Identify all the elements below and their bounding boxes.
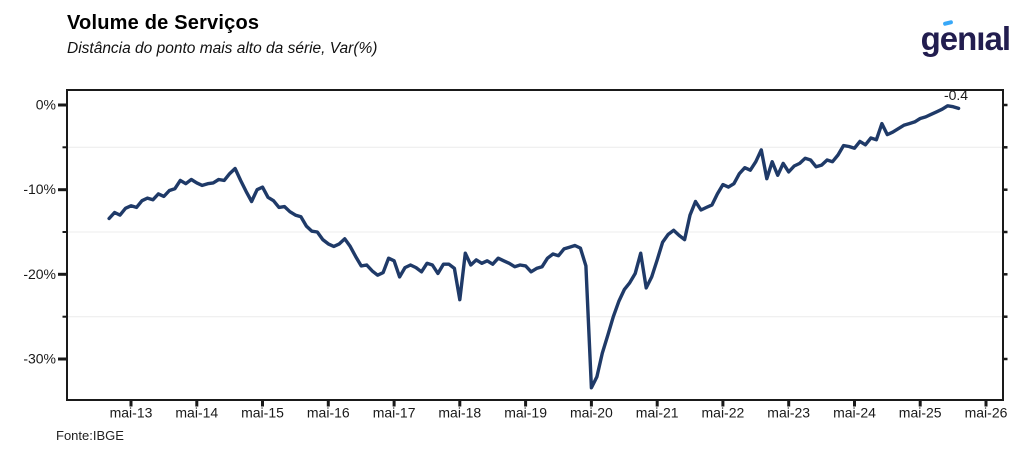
source-label: Fonte:IBGE <box>56 428 124 443</box>
genial-logo: ge nıal <box>920 19 1011 58</box>
last-value-label: -0.4 <box>943 87 969 103</box>
y-axis-label: -20% <box>23 266 56 282</box>
logo-text-rest: nıal <box>957 20 1011 57</box>
x-axis-label: mai-23 <box>767 405 810 421</box>
x-axis-label: mai-14 <box>175 405 218 421</box>
x-axis-label: mai-25 <box>899 405 942 421</box>
x-axis-label: mai-24 <box>833 405 876 421</box>
x-axis-label: mai-16 <box>307 405 350 421</box>
x-axis-label: mai-26 <box>965 405 1008 421</box>
x-axis-label: mai-15 <box>241 405 284 421</box>
logo-text-e: e <box>939 20 958 57</box>
data-series-line <box>107 104 961 390</box>
logo-letter-e: e <box>939 19 958 58</box>
plot-border <box>66 89 1004 401</box>
x-axis-label: mai-20 <box>570 405 613 421</box>
chart-subtitle: Distância do ponto mais alto da série, V… <box>67 40 378 57</box>
y-axis-label: 0% <box>36 97 56 113</box>
y-axis-label: -10% <box>23 181 56 197</box>
chart-title: Volume de Serviços <box>67 12 260 34</box>
x-axis-label: mai-13 <box>110 405 153 421</box>
x-axis-label: mai-22 <box>702 405 745 421</box>
x-axis-label: mai-17 <box>373 405 416 421</box>
x-axis-label: mai-21 <box>636 405 679 421</box>
logo-text-g: g <box>920 20 941 57</box>
y-axis-label: -30% <box>23 351 56 367</box>
x-axis-label: mai-19 <box>504 405 547 421</box>
x-axis-label: mai-18 <box>438 405 481 421</box>
